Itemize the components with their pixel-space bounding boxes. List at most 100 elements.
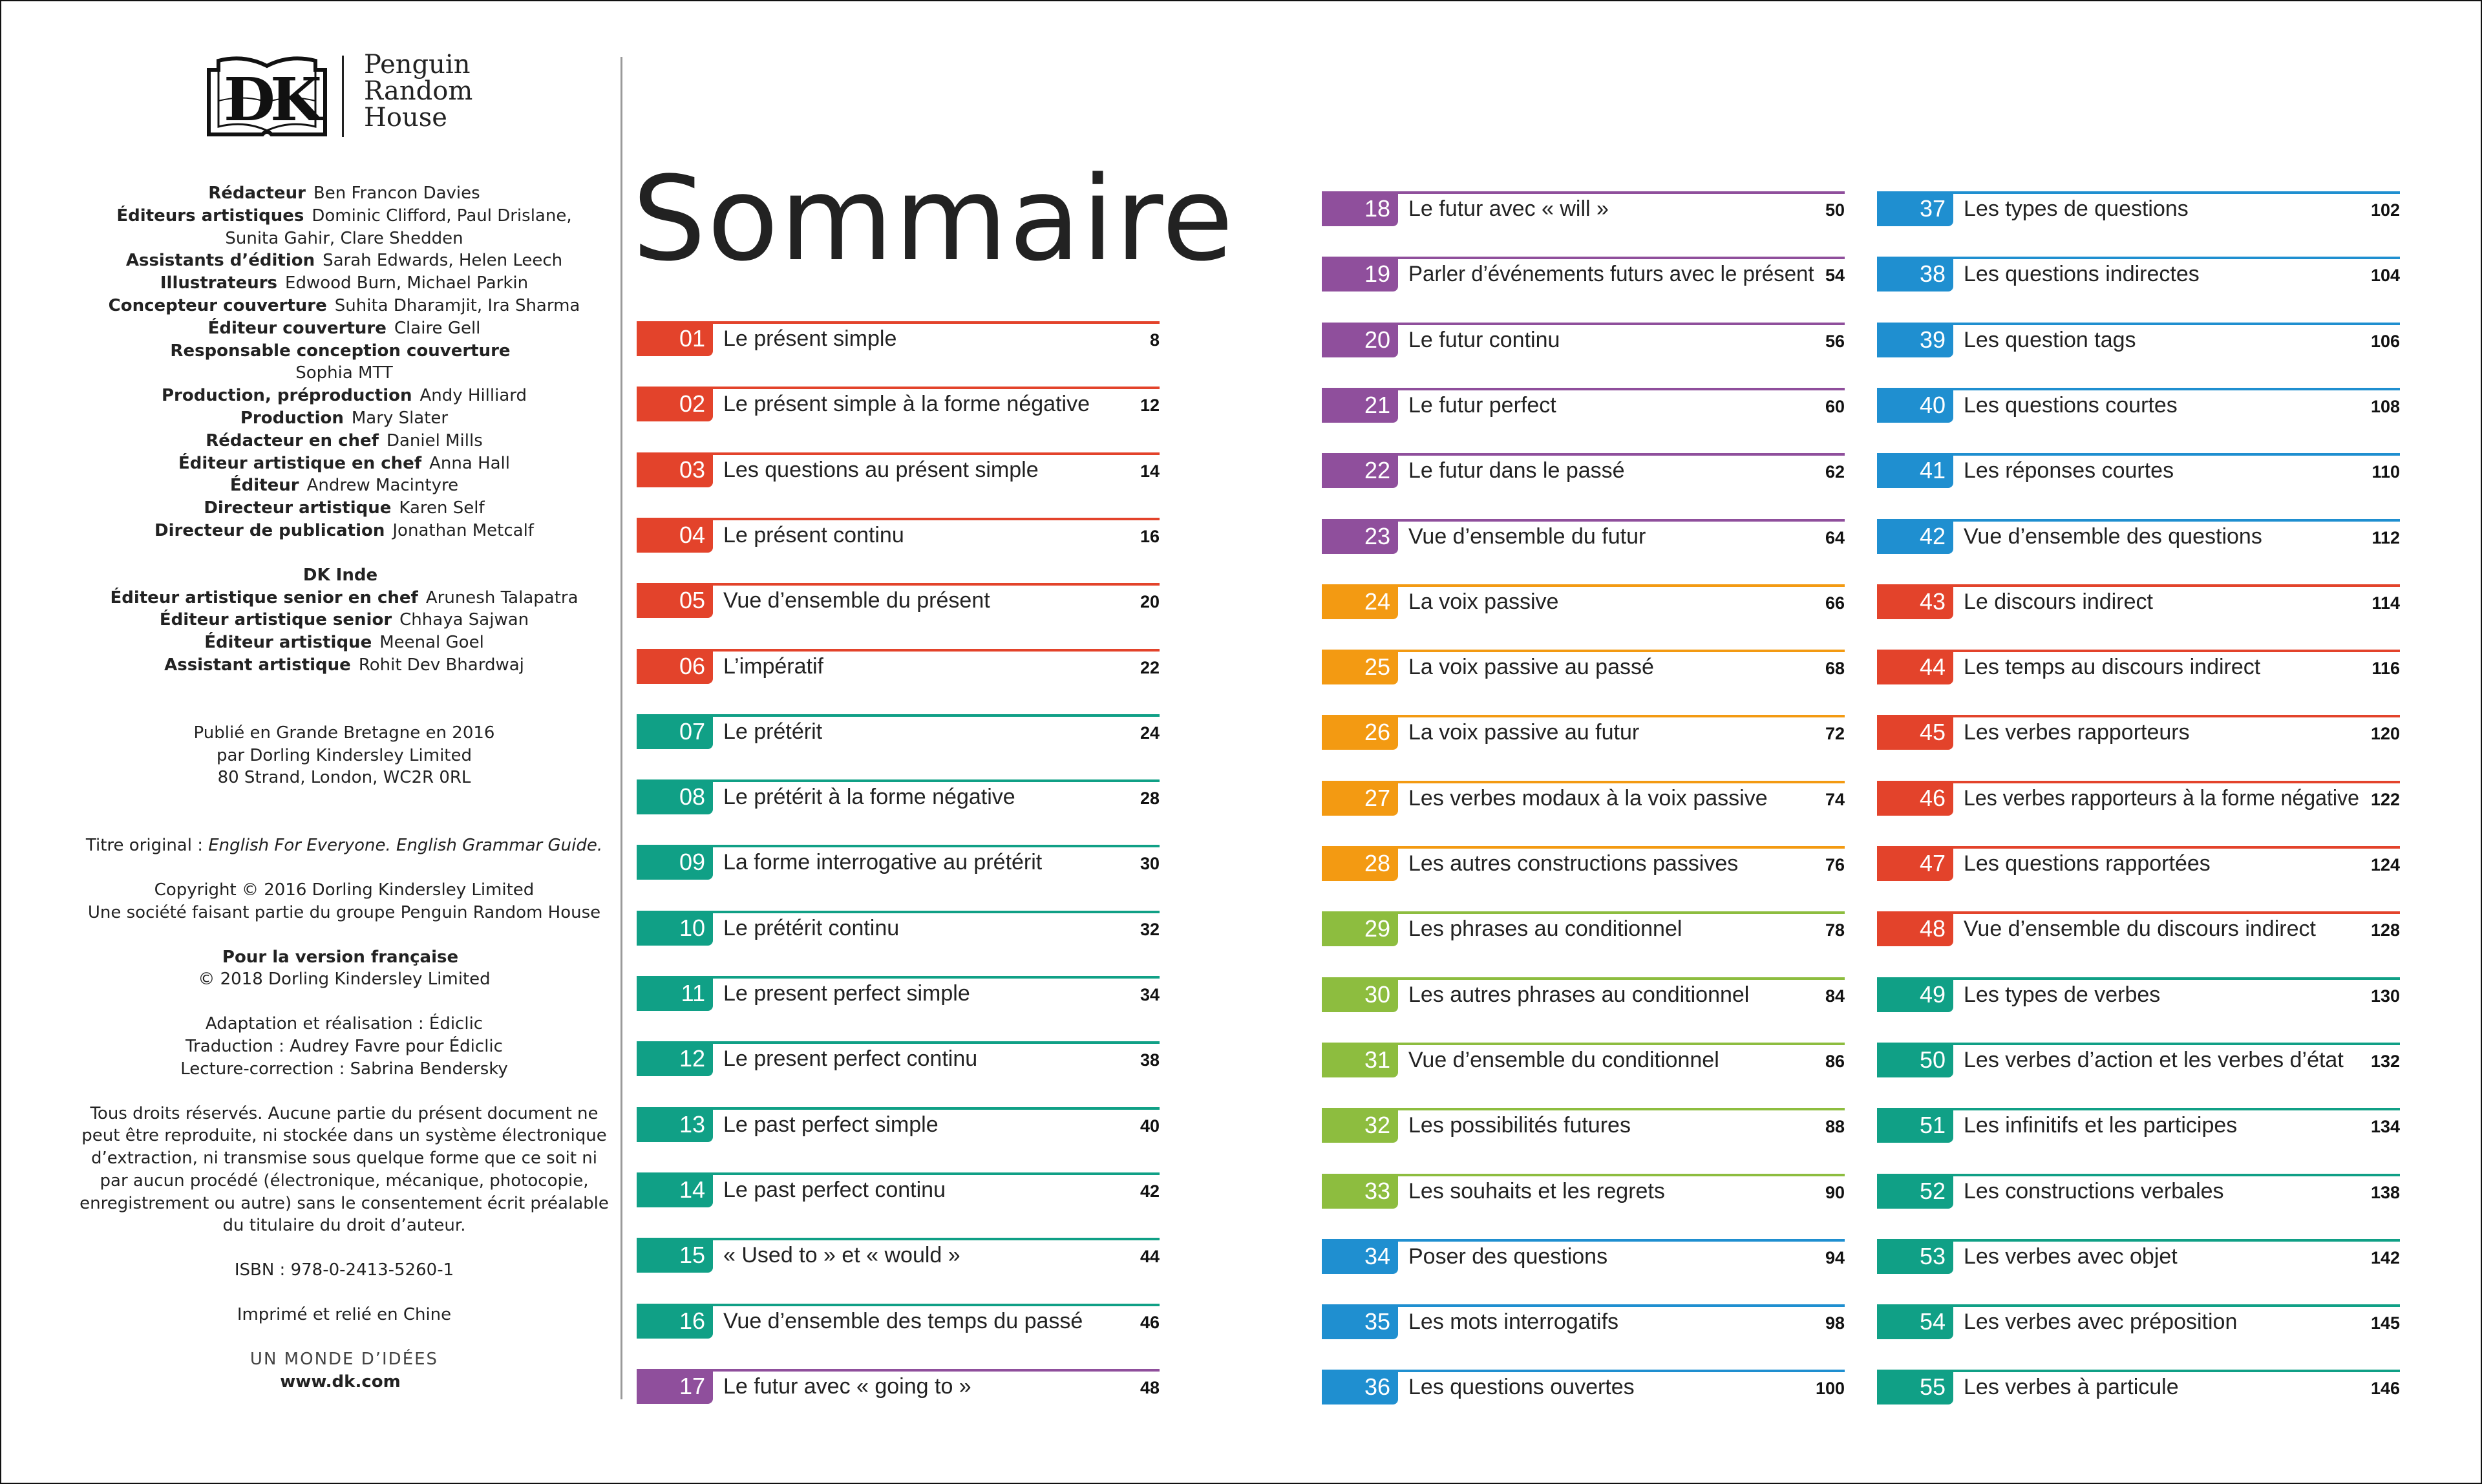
chapter-title[interactable]: Poser des questions <box>1408 1244 1608 1269</box>
chapter-title[interactable]: Le prétérit <box>723 719 823 744</box>
chapter-title[interactable]: Les souhaits et les regrets <box>1408 1178 1665 1203</box>
chapter-title[interactable]: « Used to » et « would » <box>723 1243 960 1268</box>
toc-entry[interactable]: 20 Le futur continu 56 <box>1322 322 1845 364</box>
chapter-title[interactable]: La voix passive au futur <box>1408 720 1640 745</box>
website-link[interactable]: www.dk.com <box>280 1372 401 1392</box>
toc-entry[interactable]: 50 Les verbes d’action et les verbes d’ét… <box>1877 1042 2400 1084</box>
toc-entry[interactable]: 11 Le present perfect simple 34 <box>637 976 1160 1017</box>
toc-entry[interactable]: 32 Les possibilités futures 88 <box>1322 1108 1845 1149</box>
toc-entry[interactable]: 49 Les types de verbes 130 <box>1877 977 2400 1019</box>
chapter-title[interactable]: Les questions courtes <box>1964 392 2178 418</box>
chapter-title[interactable]: Les temps au discours indirect <box>1964 655 2261 680</box>
chapter-title[interactable]: Le prétérit continu <box>723 915 900 940</box>
chapter-title[interactable]: La forme interrogative au prétérit <box>723 850 1043 875</box>
chapter-title[interactable]: Les possibilités futures <box>1408 1113 1631 1138</box>
toc-entry[interactable]: 23 Vue d’ensemble du futur 64 <box>1322 518 1845 560</box>
chapter-title[interactable]: Vue d’ensemble du présent <box>723 588 990 613</box>
chapter-title[interactable]: Les verbes à particule <box>1964 1375 2179 1400</box>
chapter-title[interactable]: Les verbes rapporteurs à la forme négati… <box>1964 785 2359 811</box>
chapter-title[interactable]: L’impératif <box>723 653 823 679</box>
toc-entry[interactable]: 14 Le past perfect continu 42 <box>637 1172 1160 1214</box>
chapter-title[interactable]: Les types de verbes <box>1964 982 2161 1007</box>
chapter-title[interactable]: Les infinitifs et les participes <box>1964 1113 2238 1138</box>
toc-entry[interactable]: 55 Les verbes à particule 146 <box>1877 1370 2400 1411</box>
toc-entry[interactable]: 19 Parler d’événements futurs avec le pré… <box>1322 257 1845 298</box>
toc-entry[interactable]: 29 Les phrases au conditionnel 78 <box>1322 911 1845 953</box>
chapter-title[interactable]: Le futur perfect <box>1408 392 1556 418</box>
chapter-title[interactable]: Vue d’ensemble des temps du passé <box>723 1308 1083 1333</box>
toc-entry[interactable]: 03 Les questions au présent simple 14 <box>637 452 1160 494</box>
toc-entry[interactable]: 54 Les verbes avec préposition 145 <box>1877 1304 2400 1346</box>
toc-entry[interactable]: 12 Le present perfect continu 38 <box>637 1041 1160 1083</box>
toc-entry[interactable]: 30 Les autres phrases au conditionnel 84 <box>1322 977 1845 1019</box>
toc-entry[interactable]: 22 Le futur dans le passé 62 <box>1322 453 1845 494</box>
toc-entry[interactable]: 33 Les souhaits et les regrets 90 <box>1322 1173 1845 1215</box>
toc-entry[interactable]: 31 Vue d’ensemble du conditionnel 86 <box>1322 1042 1845 1084</box>
toc-entry[interactable]: 26 La voix passive au futur 72 <box>1322 715 1845 756</box>
chapter-title[interactable]: Les réponses courtes <box>1964 458 2174 483</box>
chapter-title[interactable]: Les question tags <box>1964 327 2136 352</box>
chapter-title[interactable]: Les questions rapportées <box>1964 851 2211 876</box>
toc-entry[interactable]: 53 Les verbes avec objet 142 <box>1877 1238 2400 1280</box>
chapter-title[interactable]: Le past perfect continu <box>723 1177 946 1202</box>
chapter-title[interactable]: Vue d’ensemble du futur <box>1408 524 1646 549</box>
toc-entry[interactable]: 24 La voix passive 66 <box>1322 584 1845 626</box>
chapter-title[interactable]: Le discours indirect <box>1964 589 2153 614</box>
toc-entry[interactable]: 36 Les questions ouvertes 100 <box>1322 1370 1845 1411</box>
chapter-title[interactable]: Le présent continu <box>723 522 904 547</box>
toc-entry[interactable]: 17 Le futur avec « going to » 48 <box>637 1368 1160 1410</box>
chapter-title[interactable]: Les phrases au conditionnel <box>1408 917 1682 942</box>
toc-entry[interactable]: 42 Vue d’ensemble des questions 112 <box>1877 518 2400 560</box>
toc-entry[interactable]: 01 Le présent simple 8 <box>637 321 1160 363</box>
toc-entry[interactable]: 07 Le prétérit 24 <box>637 714 1160 756</box>
chapter-title[interactable]: Les questions indirectes <box>1964 262 2200 287</box>
chapter-title[interactable]: Le present perfect simple <box>723 981 970 1006</box>
toc-entry[interactable]: 44 Les temps au discours indirect 116 <box>1877 650 2400 691</box>
toc-entry[interactable]: 05 Vue d’ensemble du présent 20 <box>637 583 1160 624</box>
chapter-title[interactable]: Les verbes d’action et les verbes d’état <box>1964 1047 2344 1072</box>
chapter-title[interactable]: Les autres constructions passives <box>1408 851 1739 876</box>
toc-entry[interactable]: 06 L’impératif 22 <box>637 648 1160 690</box>
chapter-title[interactable]: Les questions ouvertes <box>1408 1375 1635 1400</box>
chapter-title[interactable]: Le prétérit à la forme négative <box>723 785 1015 810</box>
chapter-title[interactable]: Les verbes avec objet <box>1964 1244 2178 1269</box>
toc-entry[interactable]: 10 Le prétérit continu 32 <box>637 910 1160 952</box>
chapter-title[interactable]: Vue d’ensemble du discours indirect <box>1964 917 2316 942</box>
chapter-title[interactable]: Les autres phrases au conditionnel <box>1408 982 1750 1007</box>
toc-entry[interactable]: 52 Les constructions verbales 138 <box>1877 1173 2400 1215</box>
chapter-title[interactable]: Vue d’ensemble des questions <box>1964 524 2262 549</box>
toc-entry[interactable]: 25 La voix passive au passé 68 <box>1322 650 1845 691</box>
chapter-title[interactable]: Le présent simple <box>723 326 897 351</box>
toc-entry[interactable]: 21 Le futur perfect 60 <box>1322 387 1845 429</box>
toc-entry[interactable]: 38 Les questions indirectes 104 <box>1877 257 2400 298</box>
toc-entry[interactable]: 37 Les types de questions 102 <box>1877 191 2400 233</box>
chapter-title[interactable]: Le présent simple à la forme négative <box>723 392 1090 417</box>
toc-entry[interactable]: 35 Les mots interrogatifs 98 <box>1322 1304 1845 1346</box>
chapter-title[interactable]: Les verbes modaux à la voix passive <box>1408 785 1768 811</box>
toc-entry[interactable]: 41 Les réponses courtes 110 <box>1877 453 2400 494</box>
toc-entry[interactable]: 04 Le présent continu 16 <box>637 517 1160 559</box>
toc-entry[interactable]: 15 « Used to » et « would » 44 <box>637 1238 1160 1279</box>
chapter-title[interactable]: Le futur continu <box>1408 327 1560 352</box>
toc-entry[interactable]: 08 Le prétérit à la forme négative 28 <box>637 779 1160 821</box>
toc-entry[interactable]: 13 Le past perfect simple 40 <box>637 1107 1160 1149</box>
chapter-title[interactable]: Le past perfect simple <box>723 1112 939 1137</box>
chapter-title[interactable]: Les types de questions <box>1964 196 2189 221</box>
chapter-title[interactable]: Le futur avec « going to » <box>723 1373 971 1399</box>
toc-entry[interactable]: 40 Les questions courtes 108 <box>1877 387 2400 429</box>
chapter-title[interactable]: Le futur dans le passé <box>1408 458 1625 483</box>
toc-entry[interactable]: 45 Les verbes rapporteurs 120 <box>1877 715 2400 756</box>
toc-entry[interactable]: 47 Les questions rapportées 124 <box>1877 846 2400 887</box>
toc-entry[interactable]: 16 Vue d’ensemble des temps du passé 46 <box>637 1303 1160 1345</box>
toc-entry[interactable]: 18 Le futur avec « will » 50 <box>1322 191 1845 233</box>
chapter-title[interactable]: Les verbes avec préposition <box>1964 1309 2238 1335</box>
chapter-title[interactable]: Les questions au présent simple <box>723 457 1039 482</box>
toc-entry[interactable]: 34 Poser des questions 94 <box>1322 1238 1845 1280</box>
toc-entry[interactable]: 48 Vue d’ensemble du discours indirect 128 <box>1877 911 2400 953</box>
toc-entry[interactable]: 28 Les autres constructions passives 76 <box>1322 846 1845 887</box>
chapter-title[interactable]: Le present perfect continu <box>723 1046 978 1072</box>
chapter-title[interactable]: La voix passive au passé <box>1408 655 1654 680</box>
chapter-title[interactable]: Vue d’ensemble du conditionnel <box>1408 1047 1719 1072</box>
toc-entry[interactable]: 51 Les infinitifs et les participes 134 <box>1877 1108 2400 1149</box>
toc-entry[interactable]: 09 La forme interrogative au prétérit 30 <box>637 845 1160 886</box>
